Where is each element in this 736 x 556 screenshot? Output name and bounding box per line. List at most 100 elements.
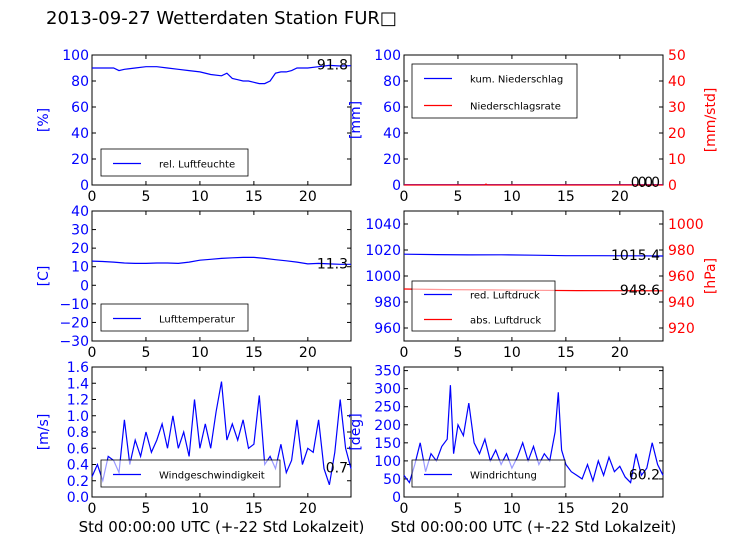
series-line-windspeed-0 xyxy=(91,381,352,485)
y-tick-label: 60 xyxy=(383,100,401,116)
y-tick-label: 350 xyxy=(374,364,401,380)
y-tick-label: 60 xyxy=(71,100,89,116)
legend-box xyxy=(100,459,281,488)
legend-entry: Windrichtung xyxy=(470,471,537,482)
page-title: 2013-09-27 Wetterdaten Station FUR□ xyxy=(46,8,397,29)
y-right-tick-label: 940 xyxy=(668,295,695,311)
y-right-tick-label: 920 xyxy=(668,321,695,337)
y-tick-label: 100 xyxy=(62,48,89,64)
legend-entry: Niederschlagsrate xyxy=(470,102,561,113)
x-tick-label: 15 xyxy=(557,189,575,205)
y-tick-label: 1.4 xyxy=(67,376,89,392)
y-tick-label: 0.4 xyxy=(67,458,89,474)
y-tick-label: 0 xyxy=(392,178,401,194)
legend-entry: rel. Luftfeuchte xyxy=(159,160,235,171)
y-tick-label: 0 xyxy=(80,278,89,294)
y-tick-label: 1.6 xyxy=(67,360,89,376)
y-right-axis-label: [mm/std] xyxy=(703,88,719,153)
legend-box xyxy=(100,303,249,332)
x-tick-label: 0 xyxy=(88,345,97,361)
legend-entry: Lufttemperatur xyxy=(159,315,236,326)
x-tick-label: 15 xyxy=(557,345,575,361)
legend-entry: abs. Luftdruck xyxy=(470,316,541,327)
x-tick-label: 10 xyxy=(503,345,521,361)
y-tick-label: 20 xyxy=(71,241,89,257)
legend-entry: Windgeschwindigkeit xyxy=(159,471,265,482)
y-right-tick-label: 40 xyxy=(668,74,686,90)
y-tick-label: 1.2 xyxy=(67,393,89,409)
y-tick-label: 980 xyxy=(374,295,401,311)
y-tick-label: 150 xyxy=(374,436,401,452)
legend-entry: kum. Niederschlag xyxy=(470,75,563,86)
y-tick-label: 40 xyxy=(383,126,401,142)
y-tick-label: 200 xyxy=(374,418,401,434)
x-tick-label: 5 xyxy=(453,345,462,361)
x-axis-label: Std 00:00:00 UTC (+-22 Std Lokalzeit) xyxy=(391,518,677,536)
y-right-axis-label: [hPa] xyxy=(703,258,719,294)
y-right-tick-label: 1000 xyxy=(668,217,704,233)
x-tick-label: 20 xyxy=(611,345,629,361)
y-tick-label: 80 xyxy=(71,74,89,90)
y-tick-label: 80 xyxy=(383,74,401,90)
x-tick-label: 20 xyxy=(611,501,629,517)
y-right-tick-label: 20 xyxy=(668,126,686,142)
y-tick-label: 40 xyxy=(71,204,89,220)
x-tick-label: 20 xyxy=(299,189,317,205)
x-tick-label: 5 xyxy=(141,345,150,361)
y-tick-label: 960 xyxy=(374,321,401,337)
y-axis-label: [mm] xyxy=(348,101,364,139)
y-tick-label: 40 xyxy=(71,126,89,142)
legend-box xyxy=(411,280,556,332)
y-tick-label: 0.8 xyxy=(67,425,89,441)
x-tick-label: 0 xyxy=(88,501,97,517)
x-tick-label: 5 xyxy=(141,501,150,517)
y-tick-label: 100 xyxy=(374,454,401,470)
series-line-winddir-0 xyxy=(403,385,664,484)
y-tick-label: 1.0 xyxy=(67,409,89,425)
y-axis-label: [%] xyxy=(36,108,52,132)
legend-entry: red. Luftdruck xyxy=(470,291,540,302)
y-tick-label: 1040 xyxy=(365,217,401,233)
legend-box xyxy=(411,63,578,119)
last-value-label: 60.2 xyxy=(629,467,660,483)
y-tick-label: 250 xyxy=(374,400,401,416)
y-tick-label: 300 xyxy=(374,382,401,398)
last-value-label-2: 0.0 xyxy=(631,175,653,191)
y-tick-label: 20 xyxy=(71,152,89,168)
y-tick-label: 1020 xyxy=(365,243,401,259)
x-tick-label: 20 xyxy=(299,501,317,517)
x-tick-label: 20 xyxy=(299,345,317,361)
legend-box xyxy=(100,148,249,177)
y-tick-label: −30 xyxy=(59,334,89,350)
x-tick-label: 10 xyxy=(503,501,521,517)
series-line-pressure-0 xyxy=(403,253,664,257)
x-tick-label: 5 xyxy=(141,189,150,205)
series-line-precip-1 xyxy=(404,183,663,186)
x-tick-label: 10 xyxy=(191,345,209,361)
y-tick-label: 100 xyxy=(374,48,401,64)
y-tick-label: 0.0 xyxy=(67,490,89,506)
x-tick-label: 5 xyxy=(453,501,462,517)
y-right-tick-label: 960 xyxy=(668,269,695,285)
x-tick-label: 10 xyxy=(191,189,209,205)
y-axis-label: [m/s] xyxy=(36,414,52,451)
y-right-tick-label: 50 xyxy=(668,48,686,64)
x-tick-label: 0 xyxy=(88,189,97,205)
x-tick-label: 0 xyxy=(400,189,409,205)
x-tick-label: 15 xyxy=(245,189,263,205)
y-axis-label: [C] xyxy=(36,266,52,287)
x-tick-label: 10 xyxy=(191,501,209,517)
last-value-label-2: 948.6 xyxy=(620,283,660,299)
y-tick-label: 20 xyxy=(383,152,401,168)
y-tick-label: −10 xyxy=(59,297,89,313)
y-tick-label: 10 xyxy=(71,260,89,276)
x-tick-label: 20 xyxy=(611,189,629,205)
y-right-tick-label: 0 xyxy=(668,178,677,194)
x-tick-label: 0 xyxy=(400,345,409,361)
last-value-label: 1015.4 xyxy=(611,248,660,264)
x-tick-label: 5 xyxy=(453,189,462,205)
last-value-label: 91.8 xyxy=(317,58,348,74)
x-tick-label: 0 xyxy=(400,501,409,517)
